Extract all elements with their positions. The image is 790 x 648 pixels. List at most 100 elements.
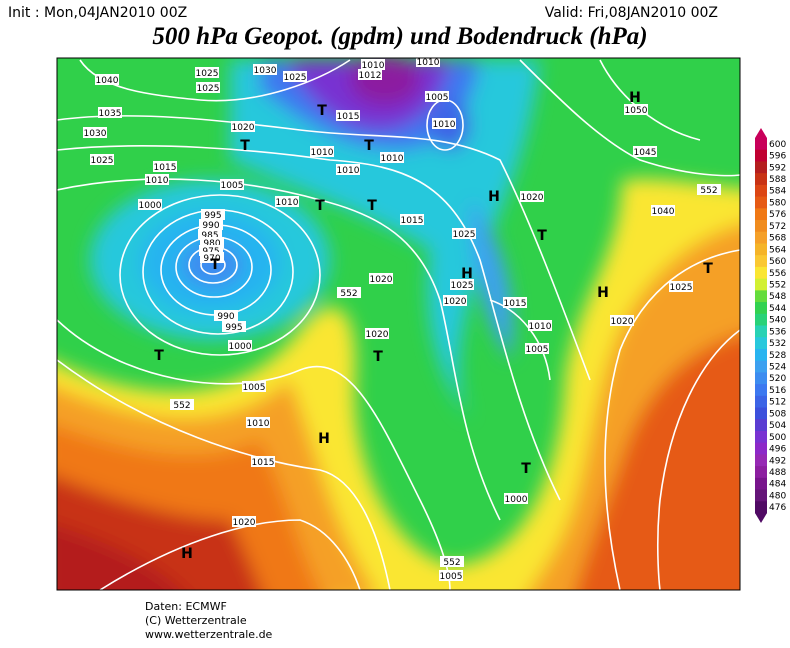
label-box xyxy=(98,107,122,118)
isobar-label: 1025 xyxy=(451,281,474,291)
legend-swatch xyxy=(755,372,767,385)
pressure-center: T xyxy=(154,348,164,364)
legend-level: 484 xyxy=(769,480,786,490)
label-box xyxy=(231,121,255,132)
legend-swatch xyxy=(755,454,767,467)
pressure-center: H xyxy=(318,431,330,447)
legend-level: 548 xyxy=(769,292,786,302)
label-box xyxy=(669,281,693,292)
label-box xyxy=(624,104,648,115)
legend-level: 476 xyxy=(769,503,786,513)
label-box xyxy=(336,110,360,121)
label-box xyxy=(95,74,119,85)
legend-swatch xyxy=(755,360,767,373)
isobar-label: 552 xyxy=(700,186,717,196)
legend-level: 516 xyxy=(769,386,786,396)
label-box xyxy=(275,196,299,207)
legend-swatch xyxy=(755,313,767,326)
isobar-label: 990 xyxy=(217,312,234,322)
isobar-label: 1005 xyxy=(243,383,266,393)
isobar-label: 1012 xyxy=(359,71,382,81)
legend-swatch xyxy=(755,430,767,444)
isobar-label: 1010 xyxy=(381,154,404,164)
legend-swatch xyxy=(755,302,767,315)
legend-level: 584 xyxy=(769,187,786,197)
legend-swatch xyxy=(755,466,767,479)
legend-swatch xyxy=(755,149,767,162)
label-box xyxy=(310,146,334,157)
label-box xyxy=(228,340,252,351)
isobar-label: 1050 xyxy=(625,106,648,116)
label-box xyxy=(195,67,219,78)
pressure-center: H xyxy=(181,546,193,562)
label-box xyxy=(199,219,223,230)
isobar-label: 995 xyxy=(204,211,221,221)
isobar-label: 1020 xyxy=(232,123,255,133)
label-box xyxy=(400,214,424,225)
map-frame xyxy=(56,57,741,591)
pressure-center: T xyxy=(703,261,713,277)
footer-line: Daten: ECMWF xyxy=(145,600,227,613)
label-box xyxy=(283,71,307,82)
pressure-center: T xyxy=(210,257,220,273)
isobar-label: 1025 xyxy=(453,230,476,240)
isobar-label: 980 xyxy=(203,239,220,249)
isobar-label: 1010 xyxy=(362,61,385,71)
label-box xyxy=(358,69,382,80)
label-box xyxy=(337,287,361,298)
isobar-label: 552 xyxy=(173,401,190,411)
label-box xyxy=(440,556,464,567)
legend-swatch xyxy=(755,196,767,209)
label-box xyxy=(528,320,552,331)
legend-swatch xyxy=(755,384,767,397)
legend-level: 512 xyxy=(769,398,786,408)
legend-level: 520 xyxy=(769,374,786,384)
isobar-label: 1025 xyxy=(196,69,219,79)
isobar-label: 1025 xyxy=(284,73,307,83)
isobar-label: 1020 xyxy=(370,275,393,285)
label-box xyxy=(416,58,440,67)
legend-level: 536 xyxy=(769,327,786,337)
legend-swatch xyxy=(755,442,767,455)
label-box xyxy=(365,328,389,339)
isobar-label: 1015 xyxy=(252,458,275,468)
isobar-label: 552 xyxy=(443,558,460,568)
label-box xyxy=(697,184,721,195)
legend-level: 572 xyxy=(769,222,786,232)
legend-level: 504 xyxy=(769,421,786,431)
isobar-label: 552 xyxy=(340,289,357,299)
isobar-label: 1020 xyxy=(366,330,389,340)
isobar-label: 1010 xyxy=(247,419,270,429)
label-box xyxy=(251,456,275,467)
label-box xyxy=(222,321,246,332)
pressure-center: T xyxy=(537,228,547,244)
label-box xyxy=(199,245,223,256)
pressure-center: T xyxy=(373,349,383,365)
legend-level: 552 xyxy=(769,280,786,290)
legend-arrow-bottom xyxy=(755,513,767,523)
isobar-label: 1040 xyxy=(652,207,675,217)
label-box xyxy=(170,399,194,410)
isobar-label: 1010 xyxy=(433,120,456,130)
legend-level: 496 xyxy=(769,445,786,455)
isobar-label: 1020 xyxy=(611,317,634,327)
legend-level: 540 xyxy=(769,316,786,326)
legend-level: 556 xyxy=(769,269,786,279)
pressure-center: H xyxy=(488,189,500,205)
label-box xyxy=(450,279,474,290)
label-box xyxy=(633,146,657,157)
legend-swatch xyxy=(755,489,767,502)
map-area: 1040 1035 1030 1025 1025 1025 1030 1025 1020 1015… xyxy=(57,58,740,590)
label-box xyxy=(242,381,266,392)
legend-level: 492 xyxy=(769,456,786,466)
isobar-label: 1010 xyxy=(337,166,360,176)
init-time: Init : Mon,04JAN2010 00Z xyxy=(8,5,187,21)
pressure-center: H xyxy=(461,266,473,282)
footer-line: (C) Wetterzentrale xyxy=(145,614,247,627)
legend-level: 528 xyxy=(769,351,786,361)
legend-swatch xyxy=(755,220,767,233)
valid-time: Valid: Fri,08JAN2010 00Z xyxy=(545,5,718,21)
label-box xyxy=(380,152,404,163)
legend-swatch xyxy=(755,266,767,280)
